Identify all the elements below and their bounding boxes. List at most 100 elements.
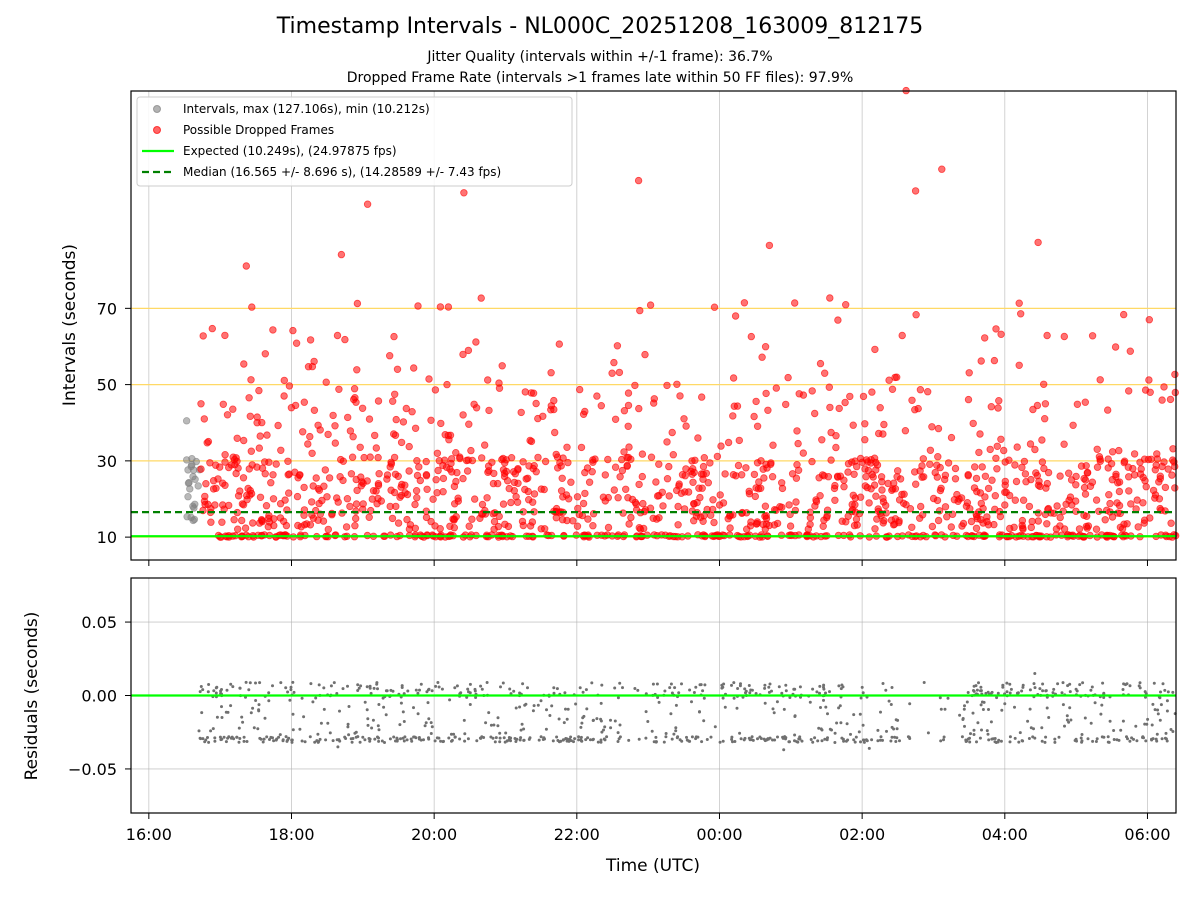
dropped-frame-point: [526, 436, 534, 445]
dropped-frame-point: [524, 487, 532, 496]
top-axes-frame: [130, 90, 1177, 561]
dropped-frame-point: [844, 468, 852, 476]
dropped-frame-point: [859, 392, 868, 401]
dropped-frame-point: [931, 531, 939, 539]
residual-point: [756, 737, 759, 741]
residual-point: [1112, 738, 1116, 741]
residual-point: [993, 737, 997, 740]
residual-point: [1083, 716, 1087, 720]
dropped-frame-point: [760, 474, 768, 482]
dropped-frame-point: [218, 518, 226, 526]
dropped-frame-point: [698, 484, 706, 492]
dropped-frame-point: [394, 519, 403, 527]
residual-point: [331, 739, 335, 743]
residual-point: [498, 736, 502, 740]
dropped-frame-point: [467, 446, 475, 455]
residual-point: [672, 732, 676, 736]
residual-point: [257, 703, 261, 707]
dropped-frame-point: [285, 470, 293, 478]
dropped-frame-point: [1065, 496, 1073, 504]
dropped-frame-point: [1151, 494, 1159, 502]
residual-point: [694, 685, 698, 689]
dropped-frame-point: [1092, 496, 1101, 504]
dropped-frame-point: [280, 392, 288, 400]
residual-point: [830, 728, 833, 732]
dropped-frame-point: [490, 517, 499, 526]
residual-point: [996, 740, 1000, 744]
dropped-frame-point: [636, 306, 644, 315]
dropped-frame-point: [465, 420, 473, 428]
residual-point: [252, 726, 256, 730]
residual-point: [1171, 690, 1175, 694]
dropped-frame-point: [413, 494, 421, 502]
dropped-frame-point: [415, 463, 423, 471]
residual-point: [201, 688, 205, 692]
dropped-frame-outlier-point: [938, 165, 946, 173]
dropped-frame-point: [878, 486, 886, 494]
dropped-frame-point: [753, 519, 761, 528]
residual-point: [670, 691, 674, 695]
dropped-frame-point: [808, 457, 816, 466]
residual-point: [696, 735, 700, 739]
residual-point: [824, 705, 828, 709]
residual-point: [213, 736, 217, 740]
residual-point: [290, 740, 294, 744]
residual-point: [980, 700, 984, 704]
dropped-frame-point: [554, 464, 562, 472]
residual-point: [424, 721, 428, 725]
residual-point: [861, 723, 865, 727]
dropped-frame-point: [793, 461, 801, 469]
dropped-frame-point: [861, 436, 869, 444]
residual-point: [835, 721, 839, 725]
dropped-frame-point: [256, 432, 264, 440]
dropped-frame-point: [933, 461, 941, 469]
dropped-frame-point: [1170, 462, 1179, 471]
residual-point: [654, 735, 658, 739]
residual-point: [455, 684, 459, 688]
residual-point: [219, 738, 223, 742]
dropped-frame-point: [269, 471, 277, 479]
residual-point: [398, 723, 402, 727]
residual-point: [613, 686, 617, 690]
dropped-frame-point: [729, 374, 738, 382]
residual-point: [262, 737, 266, 741]
dropped-frame-point: [761, 343, 770, 351]
dropped-frame-point: [1005, 456, 1013, 464]
residual-point: [563, 691, 567, 695]
residual-point: [1090, 685, 1094, 689]
dropped-frame-point: [1146, 514, 1154, 522]
dropped-frame-point: [738, 471, 746, 479]
residual-point: [376, 687, 379, 691]
dropped-frame-point: [730, 402, 738, 410]
dropped-frame-point: [731, 312, 740, 320]
top-y-tick-label: 10: [97, 528, 117, 547]
residual-point: [354, 735, 358, 739]
dropped-frame-point: [1158, 396, 1166, 404]
dropped-frame-point: [534, 414, 542, 423]
dropped-frame-point: [1011, 496, 1019, 504]
residual-point: [496, 724, 500, 728]
dropped-frame-point: [943, 513, 951, 521]
dropped-frame-point: [1127, 500, 1135, 508]
dropped-frame-point: [320, 482, 328, 490]
residual-point: [418, 688, 421, 692]
residual-point: [894, 740, 898, 743]
dropped-frame-point: [261, 458, 269, 466]
residual-point: [1033, 686, 1037, 690]
legend-label-expected: Expected (10.249s), (24.97875 fps): [183, 144, 397, 158]
dropped-frame-point: [1124, 463, 1132, 471]
dropped-frame-point: [431, 386, 440, 394]
dropped-frame-point: [221, 331, 229, 340]
dropped-frame-point: [978, 463, 986, 471]
residual-point: [654, 740, 658, 744]
residual-point: [247, 688, 251, 692]
dropped-frame-point: [768, 473, 777, 481]
residual-point: [240, 715, 244, 719]
residual-point: [1128, 739, 1132, 743]
residual-point: [371, 718, 375, 722]
residual-point: [367, 737, 371, 740]
residual-point: [898, 739, 901, 743]
residual-point: [220, 688, 223, 691]
residual-point: [600, 730, 604, 734]
residual-point: [723, 705, 727, 709]
